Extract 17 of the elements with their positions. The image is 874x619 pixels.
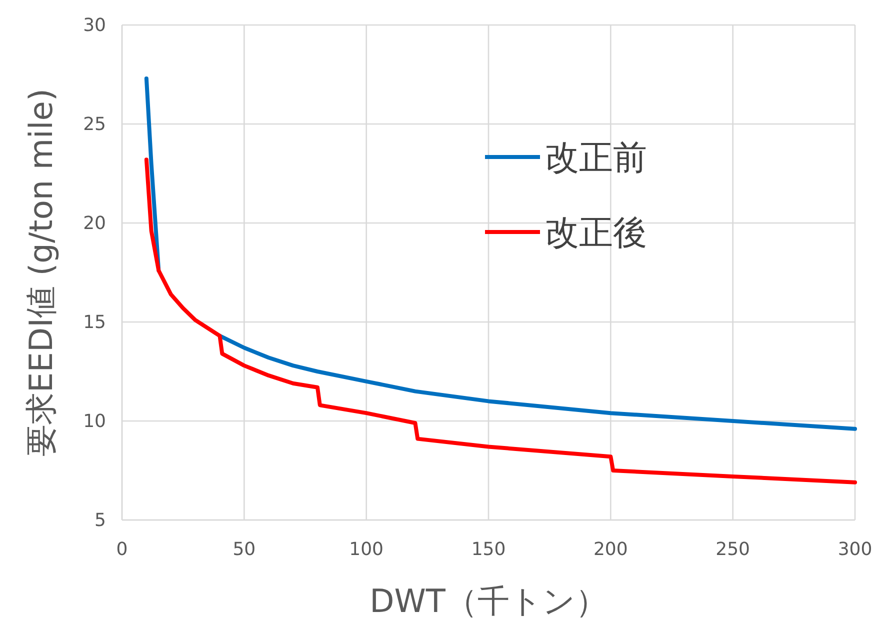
y-tick-label: 10 — [83, 411, 106, 432]
y-tick-label: 25 — [83, 114, 106, 135]
x-tick-label: 300 — [838, 539, 872, 560]
y-tick-label: 30 — [83, 15, 106, 36]
x-tick-label: 50 — [232, 539, 256, 560]
y-tick-label: 20 — [83, 213, 106, 234]
x-tick-label: 150 — [471, 539, 506, 560]
x-tick-label: 200 — [593, 539, 628, 560]
y-tick-label: 5 — [94, 510, 106, 531]
legend-label: 改正後 — [545, 213, 647, 253]
y-axis-title: 要求EEDI値 (g/ton mile) — [22, 88, 60, 456]
x-tick-label: 250 — [716, 539, 750, 560]
legend-label: 改正前 — [545, 138, 647, 178]
y-tick-label: 15 — [83, 312, 106, 333]
x-tick-label: 100 — [349, 539, 384, 560]
x-axis-title: DWT（千トン） — [370, 582, 608, 619]
x-tick-label: 0 — [116, 539, 128, 560]
